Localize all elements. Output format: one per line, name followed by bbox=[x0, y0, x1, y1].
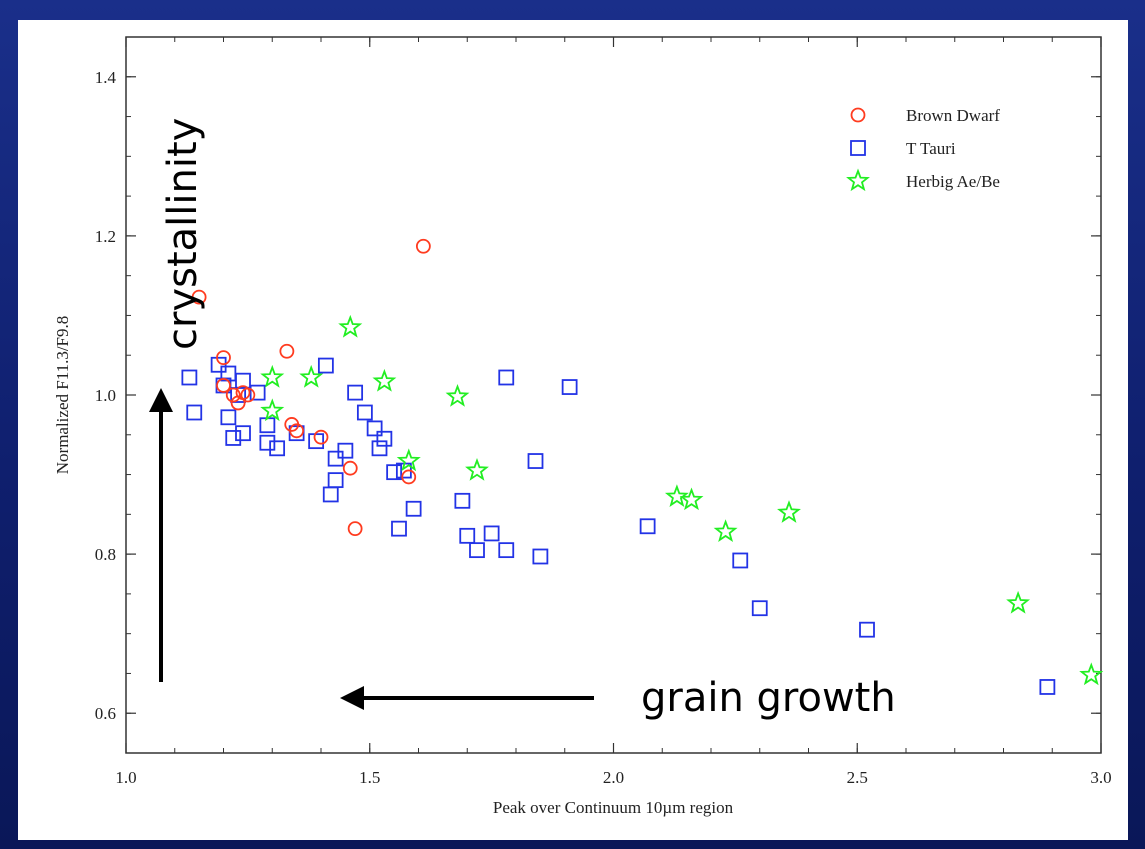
brown-dwarf-point bbox=[401, 469, 417, 485]
t-tauri-point bbox=[317, 357, 334, 374]
herbig-ae-be-point bbox=[1006, 590, 1031, 614]
grain-growth-label: grain growth bbox=[641, 675, 896, 721]
herbig-ae-be-point bbox=[679, 487, 704, 511]
t-tauri-point bbox=[249, 384, 266, 401]
herbig-ae-be-point bbox=[1079, 662, 1104, 686]
x-tick-label: 2.0 bbox=[603, 768, 624, 787]
x-axis-title: Peak over Continuum 10µm region bbox=[493, 798, 734, 817]
data-points bbox=[181, 238, 1104, 695]
brown-dwarf-point bbox=[313, 429, 329, 445]
t-tauri-point bbox=[376, 430, 393, 447]
herbig-ae-be-point bbox=[299, 364, 324, 388]
t-tauri-point bbox=[751, 600, 768, 617]
t-tauri-point bbox=[483, 525, 500, 542]
t-tauri-point bbox=[498, 542, 515, 559]
y-tick-label: 1.4 bbox=[95, 68, 117, 87]
t-tauri-point bbox=[1039, 679, 1056, 695]
legend-label-t-tauri: T Tauri bbox=[906, 139, 956, 158]
y-tick-label: 0.8 bbox=[95, 545, 116, 564]
t-tauri-point bbox=[210, 356, 227, 373]
herbig-ae-be-point bbox=[396, 448, 421, 472]
t-tauri-point bbox=[186, 404, 203, 421]
t-tauri-point bbox=[327, 472, 344, 489]
herbig-ae-be-point bbox=[445, 384, 470, 407]
t-tauri-point bbox=[356, 404, 373, 421]
ticks: 1.0 1.5 2.0 2.5 3.0 0.6 0.8 1.0 1.2 1.4 bbox=[95, 36, 1112, 787]
herbig-ae-be-point bbox=[338, 314, 363, 338]
y-tick-label: 1.2 bbox=[95, 227, 116, 246]
t-tauri-point bbox=[235, 372, 251, 389]
legend-marker-brown-dwarf bbox=[850, 107, 866, 123]
t-tauri-point bbox=[220, 409, 237, 426]
scatter-chart: 1.0 1.5 2.0 2.5 3.0 0.6 0.8 1.0 1.2 1.4 Brown Dwa… bbox=[53, 36, 1112, 817]
t-tauri-point bbox=[498, 369, 515, 386]
t-tauri-point bbox=[259, 434, 276, 451]
t-tauri-point bbox=[337, 442, 354, 459]
crystallinity-arrowhead bbox=[149, 388, 173, 412]
t-tauri-point bbox=[639, 518, 656, 535]
t-tauri-point bbox=[235, 425, 251, 442]
brown-dwarf-point bbox=[289, 423, 305, 439]
t-tauri-point bbox=[454, 492, 471, 509]
t-tauri-point bbox=[366, 420, 383, 437]
annotations: crystallinity grain growth bbox=[149, 118, 896, 721]
t-tauri-point bbox=[259, 417, 276, 434]
t-tauri-point bbox=[859, 621, 875, 638]
herbig-ae-be-point bbox=[372, 368, 397, 392]
t-tauri-point bbox=[225, 430, 242, 446]
herbig-ae-be-point bbox=[664, 484, 689, 507]
x-tick-label: 1.5 bbox=[359, 768, 380, 787]
t-tauri-point bbox=[386, 464, 403, 481]
t-tauri-point bbox=[322, 486, 339, 503]
grain-growth-arrowhead bbox=[340, 686, 364, 710]
legend-marker-t-tauri bbox=[850, 140, 866, 156]
t-tauri-point bbox=[269, 440, 286, 457]
t-tauri-point bbox=[732, 552, 749, 569]
herbig-ae-be-point bbox=[465, 458, 489, 481]
x-tick-label: 3.0 bbox=[1090, 768, 1111, 787]
t-tauri-point bbox=[347, 384, 364, 401]
brown-dwarf-point bbox=[415, 238, 431, 254]
herbig-ae-be-point bbox=[260, 364, 285, 388]
y-tick-label: 1.0 bbox=[95, 386, 116, 405]
brown-dwarf-point bbox=[279, 343, 295, 359]
brown-dwarf-point bbox=[342, 460, 358, 476]
t-tauri-point bbox=[181, 369, 198, 386]
t-tauri-point bbox=[391, 520, 407, 537]
herbig-ae-be-point bbox=[777, 500, 801, 523]
herbig-ae-be-point bbox=[713, 519, 738, 542]
brown-dwarf-point bbox=[216, 378, 231, 393]
brown-dwarf-point bbox=[347, 521, 363, 537]
legend-label-brown-dwarf: Brown Dwarf bbox=[906, 106, 1000, 125]
crystallinity-label: crystallinity bbox=[160, 118, 206, 350]
y-tick-label: 0.6 bbox=[95, 704, 116, 723]
t-tauri-point bbox=[459, 527, 476, 544]
t-tauri-point bbox=[532, 548, 549, 565]
y-axis-title: Normalized F11.3/F9.8 bbox=[53, 316, 72, 475]
t-tauri-point bbox=[371, 440, 388, 457]
brown-dwarf-point bbox=[240, 387, 256, 403]
brown-dwarf-point bbox=[216, 350, 231, 366]
x-tick-label: 1.0 bbox=[115, 768, 136, 787]
herbig-ae-be-point bbox=[260, 398, 285, 422]
t-tauri-point bbox=[327, 450, 344, 467]
t-tauri-point bbox=[469, 542, 485, 559]
t-tauri-point bbox=[561, 379, 578, 395]
plot-panel: 1.0 1.5 2.0 2.5 3.0 0.6 0.8 1.0 1.2 1.4 Brown Dwa… bbox=[18, 20, 1128, 840]
brown-dwarf-point bbox=[191, 289, 207, 305]
legend-label-herbig-ae-be: Herbig Ae/Be bbox=[906, 172, 1000, 191]
x-tick-label: 2.5 bbox=[847, 768, 868, 787]
legend-marker-herbig-ae-be bbox=[846, 168, 870, 192]
legend: Brown Dwarf T Tauri Herbig Ae/Be bbox=[846, 106, 1000, 192]
t-tauri-point bbox=[405, 500, 422, 517]
brown-dwarf-point bbox=[225, 387, 241, 403]
t-tauri-point bbox=[527, 453, 544, 469]
